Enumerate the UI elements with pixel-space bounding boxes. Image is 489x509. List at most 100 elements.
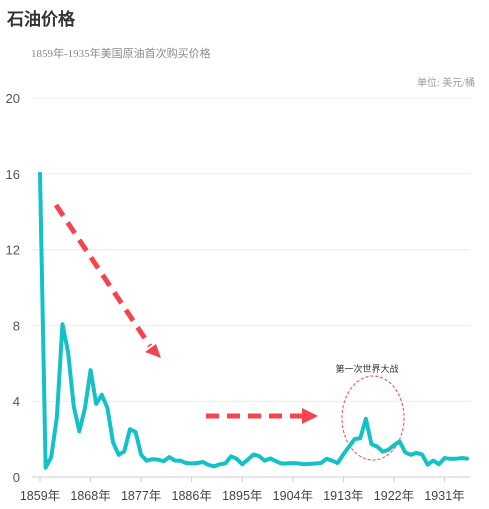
x-tick-label: 1922年 <box>374 489 414 503</box>
x-tick-label: 1877年 <box>121 489 161 503</box>
data-point-1872 <box>111 440 115 444</box>
data-point-1930 <box>437 462 441 466</box>
y-tick-label: 20 <box>6 91 20 106</box>
data-point-1869 <box>94 402 98 406</box>
data-point-1886 <box>190 462 194 466</box>
data-point-1917 <box>364 417 368 421</box>
data-point-1893 <box>229 454 233 458</box>
data-point-1934 <box>459 456 463 460</box>
data-point-1892 <box>223 461 227 465</box>
x-tick-label: 1859年 <box>20 489 60 503</box>
data-point-1876 <box>134 430 138 434</box>
data-point-1913 <box>341 452 345 456</box>
data-point-1882 <box>167 455 171 459</box>
y-tick-label: 8 <box>13 318 20 333</box>
data-point-1903 <box>285 461 289 465</box>
flat-arrow-head <box>302 408 318 424</box>
data-point-1889 <box>207 463 211 467</box>
x-tick-label: 1895年 <box>222 489 262 503</box>
data-point-1887 <box>195 461 199 465</box>
data-point-1865 <box>72 404 76 408</box>
x-tick-label: 1931年 <box>424 489 464 503</box>
data-point-1902 <box>280 462 284 466</box>
data-point-1868 <box>89 368 93 372</box>
y-tick-label: 4 <box>13 394 20 409</box>
data-point-1922 <box>392 443 396 447</box>
data-point-1908 <box>313 462 317 466</box>
y-tick-label: 16 <box>6 167 20 182</box>
data-point-1879 <box>150 457 154 461</box>
data-point-1875 <box>128 427 132 431</box>
data-point-1899 <box>263 459 267 463</box>
data-point-1860 <box>44 466 48 470</box>
data-point-1929 <box>431 459 435 463</box>
data-point-1891 <box>218 462 222 466</box>
data-point-1895 <box>240 462 244 466</box>
data-point-1914 <box>347 445 351 449</box>
data-point-1898 <box>257 454 261 458</box>
data-point-1933 <box>454 457 458 461</box>
data-point-1901 <box>274 459 278 463</box>
x-tick-label: 1913年 <box>323 489 363 503</box>
data-point-1894 <box>235 457 239 461</box>
data-point-1870 <box>100 393 104 397</box>
data-point-1924 <box>403 450 407 454</box>
data-point-1935 <box>465 457 469 461</box>
x-tick-label: 1904年 <box>273 489 313 503</box>
gridlines <box>32 97 470 478</box>
data-point-1926 <box>414 451 418 455</box>
data-point-1910 <box>325 457 329 461</box>
data-point-1915 <box>353 437 357 441</box>
data-point-1920 <box>381 450 385 454</box>
data-point-1909 <box>319 461 323 465</box>
data-point-1866 <box>77 429 81 433</box>
data-point-1883 <box>173 459 177 463</box>
data-point-1878 <box>145 459 149 463</box>
y-tick-label: 0 <box>13 470 20 485</box>
y-tick-label: 12 <box>6 243 20 258</box>
data-point-1897 <box>252 452 255 456</box>
downtrend-arrow-shaft <box>53 203 153 348</box>
data-point-1906 <box>302 462 306 466</box>
data-point-1923 <box>398 439 402 443</box>
data-point-1904 <box>291 461 295 465</box>
data-point-1885 <box>184 461 188 465</box>
data-point-1900 <box>268 456 272 460</box>
data-point-1859 <box>38 172 42 176</box>
chart-subtitle: 1859年-1935年美国原油首次购买价格 <box>31 48 211 60</box>
data-point-1877 <box>139 453 143 457</box>
data-point-1874 <box>122 449 126 453</box>
data-point-1916 <box>358 436 362 440</box>
data-point-1918 <box>369 442 373 446</box>
data-point-1871 <box>105 406 109 410</box>
data-point-1907 <box>308 462 312 466</box>
data-point-1864 <box>66 350 70 354</box>
data-point-1890 <box>212 464 216 468</box>
x-tick-label: 1886年 <box>172 489 212 503</box>
data-point-1932 <box>448 457 452 461</box>
data-point-1873 <box>117 453 121 457</box>
x-tick-label: 1868年 <box>70 489 110 503</box>
x-axis: 1859年 1868年 1877年 1886年 1895年 1904年 1913年 1922年… <box>20 477 465 503</box>
data-point-1921 <box>386 448 390 452</box>
data-point-1862 <box>55 415 59 419</box>
y-axis: 0 4 8 12 16 20 <box>6 91 20 485</box>
data-point-1927 <box>420 452 424 456</box>
data-point-1931 <box>443 456 447 460</box>
wwi-highlight-ellipse <box>341 375 405 461</box>
data-point-1911 <box>330 459 334 463</box>
data-point-1905 <box>296 461 300 465</box>
chart-title: 石油价格 <box>7 10 75 29</box>
data-point-1863 <box>60 322 64 326</box>
data-point-1928 <box>426 463 430 467</box>
data-point-1919 <box>375 444 379 448</box>
data-point-1884 <box>178 459 182 463</box>
wwi-annotation: 第一次世界大战 <box>335 363 398 374</box>
price-line <box>38 171 469 470</box>
data-point-1861 <box>49 455 53 459</box>
data-point-1881 <box>162 459 166 463</box>
downtrend-arrow-head <box>145 344 161 358</box>
data-point-1912 <box>336 461 340 465</box>
annotations: 第一次世界大战 <box>53 203 405 461</box>
